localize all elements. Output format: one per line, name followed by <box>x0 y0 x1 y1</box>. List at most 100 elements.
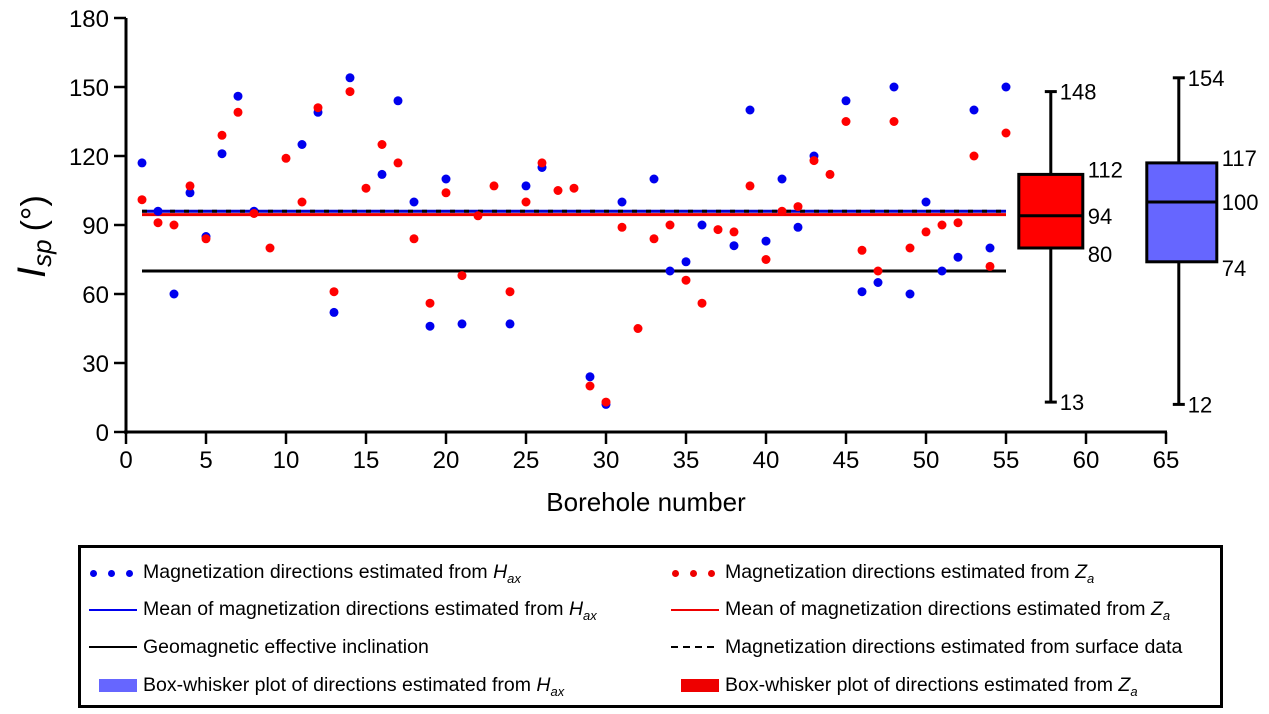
point-hax <box>329 307 339 317</box>
point-hax <box>185 188 195 198</box>
point-hax <box>857 287 867 297</box>
point-hax <box>345 73 355 83</box>
red-dots-symbol-icon <box>669 563 721 583</box>
min-label: 12 <box>1188 392 1212 417</box>
point-za <box>345 87 355 97</box>
point-hax <box>521 181 531 191</box>
point-za <box>665 220 675 230</box>
axes: 0 30 60 90 120 150 180 0 5 10 15 20 25 30 35 40 45 50 55 60… <box>69 6 1179 474</box>
y-tick-label: 180 <box>69 6 109 33</box>
x-tick-label: 55 <box>993 447 1020 474</box>
y-tick-label: 0 <box>96 420 109 447</box>
point-za <box>521 197 531 207</box>
point-za <box>217 130 227 140</box>
box <box>1017 172 1085 250</box>
legend-label: Geomagnetic effective inclination <box>143 635 429 658</box>
point-hax <box>985 243 995 253</box>
point-za <box>329 287 339 297</box>
legend-label: Box-whisker plot of directions estimated… <box>143 673 565 699</box>
point-hax <box>393 96 403 106</box>
box-plots: 148 112 94 80 13 154 117 100 74 12 <box>1017 66 1259 417</box>
point-hax <box>889 82 899 92</box>
point-za <box>745 181 755 191</box>
point-za <box>905 243 915 253</box>
legend: Magnetization directions estimated from … <box>78 545 1223 708</box>
black-line-symbol-icon <box>87 637 139 657</box>
point-hax <box>137 158 147 168</box>
point-za <box>489 181 499 191</box>
red-line-symbol-icon <box>669 600 721 620</box>
point-za <box>985 261 995 271</box>
q3-label: 112 <box>1088 157 1123 182</box>
point-hax <box>697 220 707 230</box>
legend-label: Magnetization directions estimated from … <box>143 560 521 586</box>
median-label: 94 <box>1088 204 1112 229</box>
legend-item-surface: Magnetization directions estimated from … <box>669 631 1182 663</box>
point-za <box>601 397 611 407</box>
point-hax <box>505 319 515 329</box>
legend-item-za-mean: Mean of magnetization directions estimat… <box>669 594 1170 626</box>
x-axis-title: Borehole number <box>546 487 746 517</box>
point-za <box>969 151 979 161</box>
legend-label: Mean of magnetization directions estimat… <box>143 597 597 623</box>
point-za <box>1001 128 1011 138</box>
point-za <box>409 234 419 244</box>
point-hax <box>681 257 691 267</box>
y-axis-title: Isp (°) <box>10 195 57 278</box>
legend-label: Box-whisker plot of directions estimated… <box>725 673 1138 699</box>
x-tick-label: 15 <box>353 447 380 474</box>
blue-dots-symbol-icon <box>87 563 139 583</box>
point-hax <box>457 319 467 329</box>
q1-label: 80 <box>1088 242 1112 267</box>
point-hax <box>649 174 659 184</box>
point-hax <box>777 174 787 184</box>
point-hax <box>441 174 451 184</box>
legend-item-geo-incl: Geomagnetic effective inclination <box>87 631 429 663</box>
y-axis-title-unit: (°) <box>15 195 53 231</box>
x-tick-label: 40 <box>753 447 780 474</box>
point-za <box>441 188 451 198</box>
point-hax <box>953 252 963 262</box>
point-hax <box>745 105 755 115</box>
x-tick-label: 60 <box>1073 447 1100 474</box>
point-za <box>889 117 899 126</box>
point-hax <box>841 96 851 106</box>
point-za <box>681 275 691 285</box>
x-tick-label: 50 <box>913 447 940 474</box>
point-za <box>265 243 275 253</box>
point-hax <box>969 105 979 115</box>
point-za <box>729 227 739 237</box>
x-tick-label: 35 <box>673 447 700 474</box>
y-tick-label: 120 <box>69 144 109 171</box>
x-tick-label: 10 <box>273 447 300 474</box>
box <box>1145 161 1219 264</box>
q1-label: 74 <box>1222 256 1246 281</box>
legend-item-hax-mean: Mean of magnetization directions estimat… <box>87 594 597 626</box>
point-hax <box>233 91 243 101</box>
point-za <box>617 222 627 232</box>
point-hax <box>377 169 387 179</box>
point-za <box>937 220 947 230</box>
point-hax <box>409 197 419 207</box>
legend-label: Magnetization directions estimated from … <box>725 560 1095 586</box>
legend-label: Magnetization directions estimated from … <box>725 635 1183 658</box>
point-za <box>537 158 547 168</box>
boxplot-hax: 154 117 100 74 12 <box>1145 66 1259 417</box>
point-za <box>281 153 291 163</box>
point-za <box>169 220 179 230</box>
black-dashed-symbol-icon <box>669 637 721 657</box>
x-tick-label: 20 <box>433 447 460 474</box>
x-tick-label: 45 <box>833 447 860 474</box>
y-axis-title-sub: sp <box>27 239 57 266</box>
point-za <box>185 181 195 191</box>
reference-lines <box>142 209 1006 273</box>
point-za <box>697 298 707 308</box>
median-label: 100 <box>1222 190 1259 215</box>
point-za <box>921 227 931 237</box>
point-za <box>505 287 515 297</box>
point-za <box>857 245 867 255</box>
point-za <box>793 202 803 212</box>
point-hax <box>425 321 435 331</box>
y-tick-label: 90 <box>82 213 109 240</box>
